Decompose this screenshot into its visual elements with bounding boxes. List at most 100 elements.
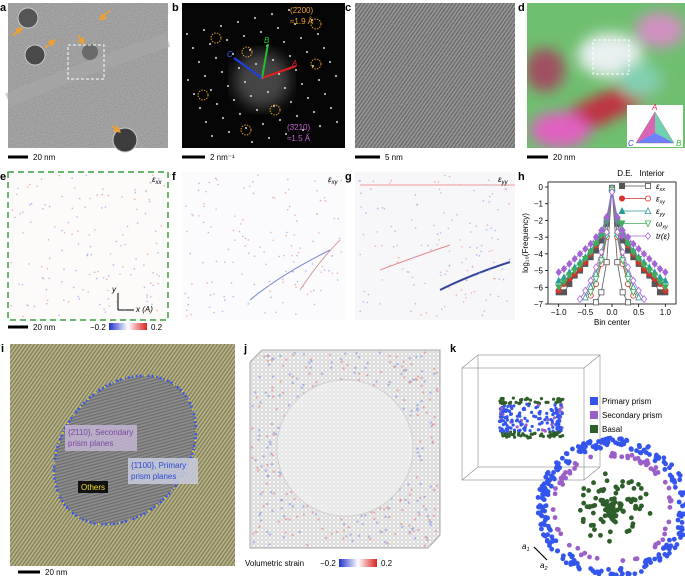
atom	[523, 428, 527, 432]
strain-speck	[508, 202, 511, 205]
atom	[663, 461, 668, 467]
atom-strain	[280, 499, 284, 502]
atom-strain	[271, 389, 274, 392]
panel-h: h −1.0 −0.5 0.0 0.5 1.0 0 −1 −2 −3 −4 −5 −6 −7 Bin ce…	[518, 169, 677, 327]
atom	[528, 398, 533, 402]
atom-strain	[285, 358, 288, 361]
atom	[613, 519, 618, 525]
atom	[609, 516, 615, 522]
atom-strain	[284, 531, 287, 534]
fft-spot	[255, 63, 257, 65]
atom	[615, 486, 621, 492]
strain-speck	[505, 188, 508, 191]
atom-strain	[425, 411, 428, 414]
atom	[671, 536, 677, 542]
fft-spot	[228, 131, 230, 133]
point	[587, 289, 595, 297]
strain-speck	[312, 289, 315, 292]
y-tick-label: −3	[534, 233, 544, 242]
fft-spot	[186, 33, 188, 35]
strain-speck	[297, 251, 300, 254]
point	[624, 263, 632, 272]
atom	[634, 448, 639, 454]
atom	[555, 548, 561, 554]
panel-label: f	[172, 171, 176, 183]
atom-strain	[416, 499, 419, 503]
strain-speck	[124, 243, 126, 246]
strain-speck	[63, 268, 65, 271]
strain-speck	[306, 293, 309, 296]
fft-spot	[222, 117, 224, 119]
point	[566, 280, 573, 287]
atom	[510, 433, 514, 437]
fft-spot	[233, 99, 235, 101]
strain-speck	[336, 279, 339, 281]
atom-strain	[296, 395, 299, 398]
atom	[607, 506, 613, 512]
atom-strain	[407, 483, 410, 486]
strain-speck	[383, 208, 386, 210]
strain-speck	[42, 277, 45, 280]
atom-strain	[396, 389, 399, 392]
point	[560, 279, 568, 287]
fft-spot	[284, 87, 286, 89]
strain-speck	[305, 270, 307, 272]
strain-speck	[420, 314, 423, 316]
strain-speck	[494, 277, 496, 280]
atom	[550, 408, 554, 413]
strain-speck	[76, 216, 78, 218]
strain-speck	[379, 303, 382, 305]
atom-strain	[430, 436, 433, 439]
strain-speck	[436, 233, 439, 236]
atom-strain	[330, 366, 333, 369]
atom	[590, 510, 596, 516]
strain-speck	[88, 234, 91, 236]
fft-spot	[267, 91, 269, 93]
atom-strain	[292, 353, 295, 357]
strain-speck	[480, 250, 482, 253]
strain-speck	[36, 185, 39, 187]
atom	[598, 497, 604, 503]
atom	[506, 409, 510, 413]
atom-strain	[324, 536, 328, 540]
strain-map	[182, 172, 345, 320]
fft-spot	[271, 13, 273, 15]
strain-speck	[152, 284, 155, 287]
strain-speck	[270, 231, 272, 234]
point	[635, 286, 642, 295]
atom	[555, 400, 559, 404]
strain-speck	[187, 303, 190, 306]
point	[593, 299, 600, 306]
atom	[501, 412, 505, 416]
atom-strain	[317, 518, 320, 521]
atom	[645, 461, 651, 466]
strain-speck	[438, 239, 440, 241]
atom	[514, 400, 518, 404]
strain-speck	[331, 182, 334, 185]
point	[640, 262, 648, 270]
scale-bar: 20 nm	[33, 153, 56, 162]
atom	[501, 423, 505, 427]
colorbar-label: 0.2	[151, 323, 163, 332]
fft-spot	[312, 65, 314, 67]
strain-speck	[460, 289, 463, 291]
legend-label: Secondary prism	[602, 411, 662, 420]
atom	[503, 434, 507, 438]
atom	[645, 444, 651, 450]
atom-strain	[264, 391, 268, 394]
legend-subscript: xy	[661, 225, 669, 231]
atom	[547, 527, 553, 533]
strain-speck	[328, 182, 330, 184]
legend-symbol: ω	[656, 220, 662, 229]
annotation: prism planes	[68, 439, 113, 448]
atom	[511, 423, 515, 427]
atom-strain	[282, 515, 286, 518]
strain-speck	[135, 258, 137, 260]
atom-strain	[355, 352, 358, 355]
atom-strain	[287, 404, 291, 407]
strain-speck	[414, 227, 417, 229]
strain-speck	[295, 286, 297, 289]
atom	[671, 478, 677, 483]
strain-speck	[213, 293, 215, 295]
atom	[514, 419, 519, 423]
